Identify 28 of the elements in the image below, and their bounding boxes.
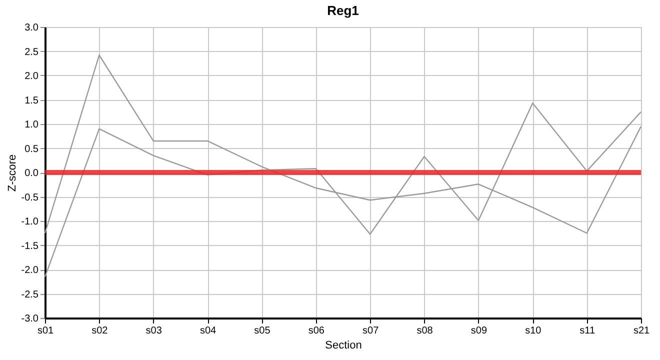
y-tick-label: -2.0 <box>21 265 39 276</box>
x-tick-label: s03 <box>146 326 162 336</box>
x-tick-label: s21 <box>633 326 650 336</box>
x-tick-label: s04 <box>200 326 217 336</box>
y-tick-label: 1.5 <box>24 95 39 106</box>
x-tick-label: s11 <box>580 326 596 336</box>
y-tick-label: 0.0 <box>24 168 39 179</box>
x-tick-label: s10 <box>525 326 542 336</box>
x-tick-label: s07 <box>362 326 380 336</box>
y-tick-label: -0.5 <box>21 192 39 204</box>
y-axis-title: Z-score <box>6 154 18 192</box>
y-tick-label: -1.0 <box>21 216 39 228</box>
y-tick-label: -2.5 <box>21 289 39 300</box>
x-tick-label: s02 <box>92 326 108 336</box>
y-tick-label: 1.0 <box>24 120 39 130</box>
y-tick-label: -3.0 <box>21 314 39 324</box>
x-axis-title: Section <box>325 340 362 352</box>
chart-title: Reg1 <box>327 3 359 18</box>
y-tick-label: 0.5 <box>24 144 39 155</box>
y-tick-label: -1.5 <box>21 240 39 252</box>
y-tick-label: 2.0 <box>24 71 39 82</box>
x-tick-label: s06 <box>308 326 325 336</box>
x-tick-label: s08 <box>416 326 434 336</box>
x-tick-label: s09 <box>470 326 488 336</box>
x-tick-label: s05 <box>254 326 271 336</box>
y-tick-label: 3.0 <box>24 22 39 34</box>
x-tick-label: s01 <box>37 326 54 336</box>
y-tick-label: 2.5 <box>24 46 39 58</box>
